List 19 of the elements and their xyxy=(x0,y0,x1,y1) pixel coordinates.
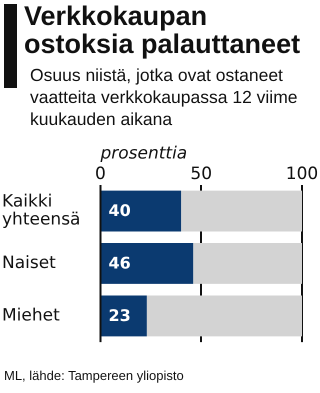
bar xyxy=(101,295,147,336)
x-tick-label: 0 xyxy=(95,164,106,184)
x-tick-label: 100 xyxy=(286,164,318,184)
data-label: 46 xyxy=(108,254,131,273)
x-tick-label: 50 xyxy=(190,164,212,184)
y-tick-label: Kaikki yhteensä xyxy=(2,192,80,230)
data-label: 23 xyxy=(108,306,131,326)
bar xyxy=(101,243,194,284)
y-tick-label: Miehet xyxy=(2,305,60,326)
bar xyxy=(146,295,302,336)
bar xyxy=(181,190,302,232)
chart-subtitle: Osuus niistä, jotka ovat ostaneet vaatteita verkkokaupassa 12 viime kuukauden aikana xyxy=(30,64,298,130)
text: ML, lähde: Tampereen yliopisto xyxy=(4,368,184,383)
data-label: 40 xyxy=(108,201,131,220)
bar xyxy=(101,190,182,232)
bar xyxy=(193,243,302,284)
x-axis-title: prosenttia xyxy=(99,144,188,164)
chart-title: Verkkokaupan ostoksia palauttaneet xyxy=(24,1,302,59)
y-tick-label: Naiset xyxy=(2,252,56,273)
